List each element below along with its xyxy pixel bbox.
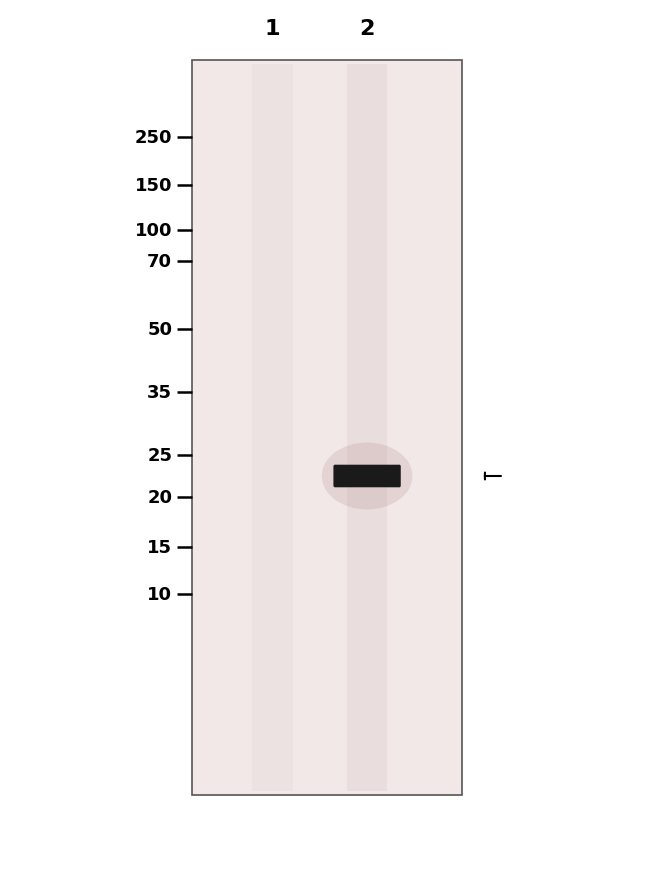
Text: 100: 100 [135, 222, 172, 240]
FancyBboxPatch shape [333, 465, 401, 488]
Text: 50: 50 [148, 321, 172, 339]
Ellipse shape [322, 443, 412, 510]
Text: 2: 2 [359, 19, 375, 39]
Text: 35: 35 [148, 384, 172, 401]
Bar [192, 61, 462, 795]
Text: 250: 250 [135, 129, 172, 147]
Text: 20: 20 [148, 488, 172, 506]
Text: 70: 70 [148, 253, 172, 271]
Text: 150: 150 [135, 176, 172, 195]
Bar [347, 65, 387, 791]
Text: 1: 1 [265, 19, 280, 39]
Text: 15: 15 [148, 538, 172, 556]
Bar [252, 65, 293, 791]
Text: 10: 10 [148, 585, 172, 603]
Text: 25: 25 [148, 447, 172, 465]
